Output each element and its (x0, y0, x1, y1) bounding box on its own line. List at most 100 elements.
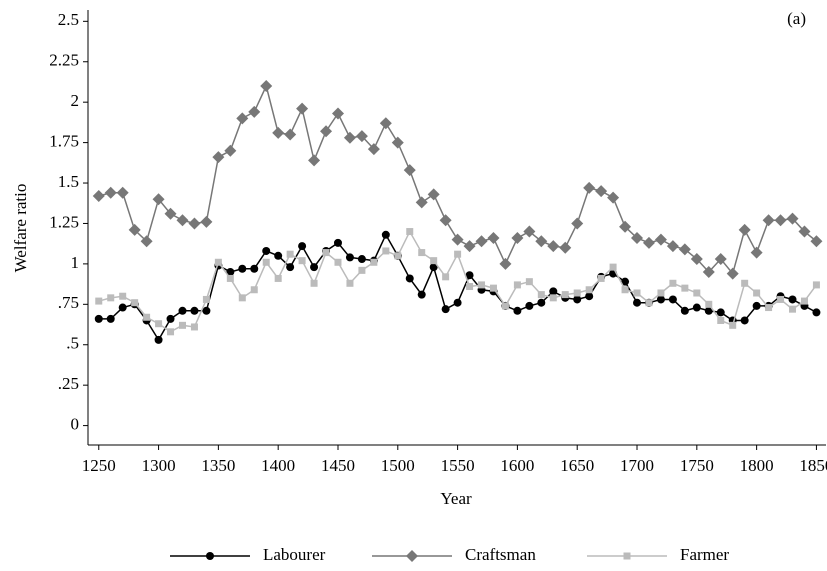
data-point (657, 289, 665, 297)
data-point (405, 274, 414, 283)
data-point (188, 217, 201, 230)
data-point (152, 193, 165, 206)
data-point (475, 235, 488, 248)
data-point (788, 295, 797, 304)
data-point (381, 230, 390, 239)
data-point (535, 235, 548, 248)
data-point (95, 297, 103, 305)
data-point (525, 301, 534, 310)
data-point (442, 273, 450, 281)
y-tick-label: 1 (71, 253, 80, 272)
data-point (164, 207, 177, 220)
data-point (106, 314, 115, 323)
data-point (549, 294, 557, 302)
data-point (693, 289, 701, 297)
data-point (621, 286, 629, 294)
data-point (417, 290, 426, 299)
data-point (441, 305, 450, 314)
data-point (212, 151, 225, 164)
data-point (525, 278, 533, 286)
data-point (286, 250, 294, 258)
data-point (537, 291, 545, 299)
panel-label: (a) (787, 9, 806, 28)
data-point (499, 257, 512, 270)
data-point (777, 295, 785, 303)
data-point (714, 253, 727, 266)
data-point (394, 252, 402, 260)
data-point (609, 263, 617, 271)
data-point (236, 112, 249, 125)
data-point (668, 295, 677, 304)
data-point (200, 215, 213, 228)
x-axis-title: Year (440, 489, 472, 508)
data-point (607, 191, 620, 204)
series-line (98, 229, 818, 333)
data-point (214, 258, 222, 266)
data-point (343, 131, 356, 144)
data-point (250, 264, 259, 273)
data-point (478, 281, 486, 289)
data-point (597, 274, 605, 282)
data-point (523, 225, 536, 238)
legend-label: Farmer (680, 545, 729, 564)
data-point (453, 298, 462, 307)
data-point (549, 287, 558, 296)
data-point (155, 320, 163, 328)
y-tick-label: 1.75 (49, 132, 79, 151)
data-point (298, 257, 306, 265)
data-point (571, 217, 584, 230)
data-point (633, 298, 642, 307)
data-point (765, 304, 773, 312)
data-point (692, 303, 701, 312)
data-point (559, 241, 572, 254)
data-point (812, 308, 821, 317)
data-point (178, 321, 186, 329)
data-point (284, 128, 297, 141)
y-tick-label: 2.5 (58, 10, 79, 29)
x-tick-label: 1250 (82, 456, 116, 475)
data-point (238, 264, 247, 273)
data-point (154, 335, 163, 344)
data-point (621, 277, 630, 286)
data-point (439, 214, 452, 227)
x-tick-label: 1300 (142, 456, 176, 475)
data-point (248, 105, 261, 118)
x-tick-label: 1400 (261, 456, 295, 475)
data-point (116, 186, 129, 199)
data-point (94, 314, 103, 323)
legend-label: Craftsman (465, 545, 536, 564)
data-point (104, 186, 117, 199)
data-point (704, 306, 713, 315)
data-point (800, 297, 808, 305)
data-point (131, 299, 139, 307)
data-point (669, 279, 677, 287)
data-point (358, 266, 366, 274)
y-tick-label: 2 (71, 91, 80, 110)
data-point (654, 233, 667, 246)
data-point (726, 267, 739, 280)
data-point (403, 164, 416, 177)
data-point (501, 302, 509, 310)
data-point (322, 249, 330, 257)
data-point (645, 299, 653, 307)
x-tick-label: 1700 (620, 456, 654, 475)
data-point (202, 295, 210, 303)
data-point (717, 316, 725, 324)
data-point (382, 247, 390, 255)
data-point (702, 265, 715, 278)
data-point (430, 257, 438, 265)
y-tick-label: 1.25 (49, 212, 79, 231)
data-point (250, 286, 258, 294)
x-tick-label: 1650 (560, 456, 594, 475)
data-point (119, 292, 127, 300)
data-point (190, 306, 199, 315)
data-point (513, 281, 521, 289)
series-line (98, 233, 817, 342)
data-point (379, 117, 392, 130)
x-tick-label: 1850 (799, 456, 827, 475)
data-point (786, 212, 799, 225)
data-point (466, 283, 474, 291)
data-point (128, 223, 141, 236)
data-point (320, 125, 333, 138)
